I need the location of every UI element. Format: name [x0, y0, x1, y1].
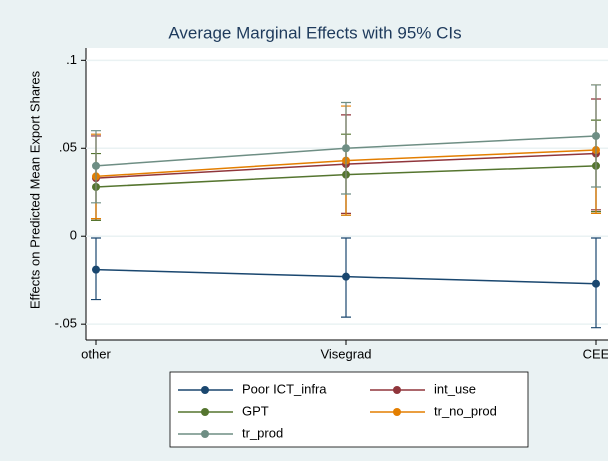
legend-label: tr_no_prod: [434, 403, 497, 418]
y-tick-label: .05: [59, 140, 77, 155]
y-axis-label: Effects on Predicted Mean Export Shares: [27, 70, 42, 309]
point: [342, 272, 350, 281]
point: [342, 144, 350, 153]
legend-marker: [393, 386, 401, 394]
y-tick-label: -.05: [55, 316, 77, 331]
legend-label: Poor ICT_infra: [242, 381, 327, 396]
point: [92, 161, 100, 170]
x-tick-label: Visegrad: [320, 346, 371, 361]
legend-marker: [201, 408, 209, 416]
y-tick-label: .1: [66, 52, 77, 67]
y-tick-label: 0: [70, 228, 77, 243]
legend-label: int_use: [434, 381, 476, 396]
legend-label: GPT: [242, 403, 269, 418]
x-tick-label: CEE: [583, 346, 608, 361]
point: [92, 265, 100, 274]
x-tick-label: other: [81, 346, 111, 361]
point: [592, 131, 600, 140]
chart-title: Average Marginal Effects with 95% CIs: [168, 23, 461, 42]
legend-marker: [393, 408, 401, 416]
legend-label: tr_prod: [242, 425, 283, 440]
legend-marker: [201, 386, 209, 394]
point: [592, 279, 600, 288]
legend-marker: [201, 430, 209, 438]
